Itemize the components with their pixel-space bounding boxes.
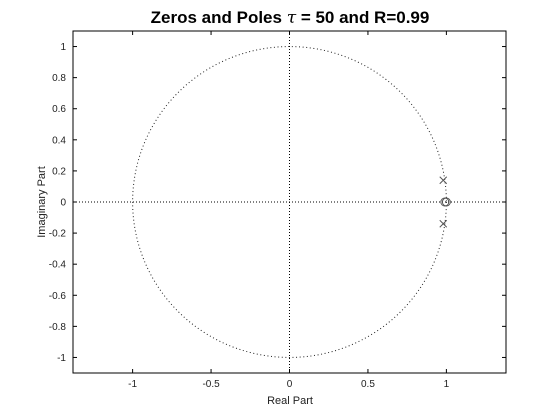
- y-tick-label: -0.4: [49, 260, 67, 271]
- x-tick-label: 0.5: [361, 379, 375, 390]
- y-tick-label: -1: [57, 353, 66, 364]
- y-tick-label: 0.8: [52, 73, 66, 84]
- y-tick-label: -0.2: [49, 229, 67, 240]
- zero-marker: [440, 197, 450, 207]
- x-tick-label: -1: [128, 379, 137, 390]
- y-tick-label: -0.6: [49, 291, 67, 302]
- chart-title: Zeros and Poles τ = 50 and R=0.99: [151, 8, 430, 28]
- pole-marker: [439, 176, 448, 185]
- x-tick-label: -0.5: [202, 379, 220, 390]
- unit-circle: [132, 46, 447, 358]
- x-tick-label: 0: [287, 379, 293, 390]
- x-tick-label: 1: [444, 379, 450, 390]
- reference-lines: [73, 31, 506, 373]
- y-tick-label: 0.2: [52, 166, 66, 177]
- y-tick-label: 1: [60, 42, 66, 53]
- unit-circle-path: [132, 46, 447, 358]
- pole-marker-stroke: [439, 219, 448, 228]
- axis-ticks: -1 -0.5 0 0.5 1 -1 -0.8 -0.6 -0.4 -0.2 0 0.2 0.4 0.6 0…: [49, 31, 506, 390]
- pole-marker: [439, 219, 448, 228]
- title-prefix: Zeros and Poles: [151, 8, 287, 27]
- y-tick-label: 0.6: [52, 104, 66, 115]
- x-axis-label: Real Part: [267, 395, 313, 407]
- title-tau-symbol: τ: [287, 8, 297, 28]
- markers: [439, 176, 451, 228]
- pole-marker-stroke: [439, 176, 448, 185]
- y-axis-label: Imaginary Part: [36, 166, 48, 238]
- title-suffix: = 50 and R=0.99: [296, 8, 429, 27]
- y-tick-label: 0.4: [52, 135, 66, 146]
- y-tick-label: -0.8: [49, 322, 67, 333]
- y-tick-label: 0: [60, 198, 66, 209]
